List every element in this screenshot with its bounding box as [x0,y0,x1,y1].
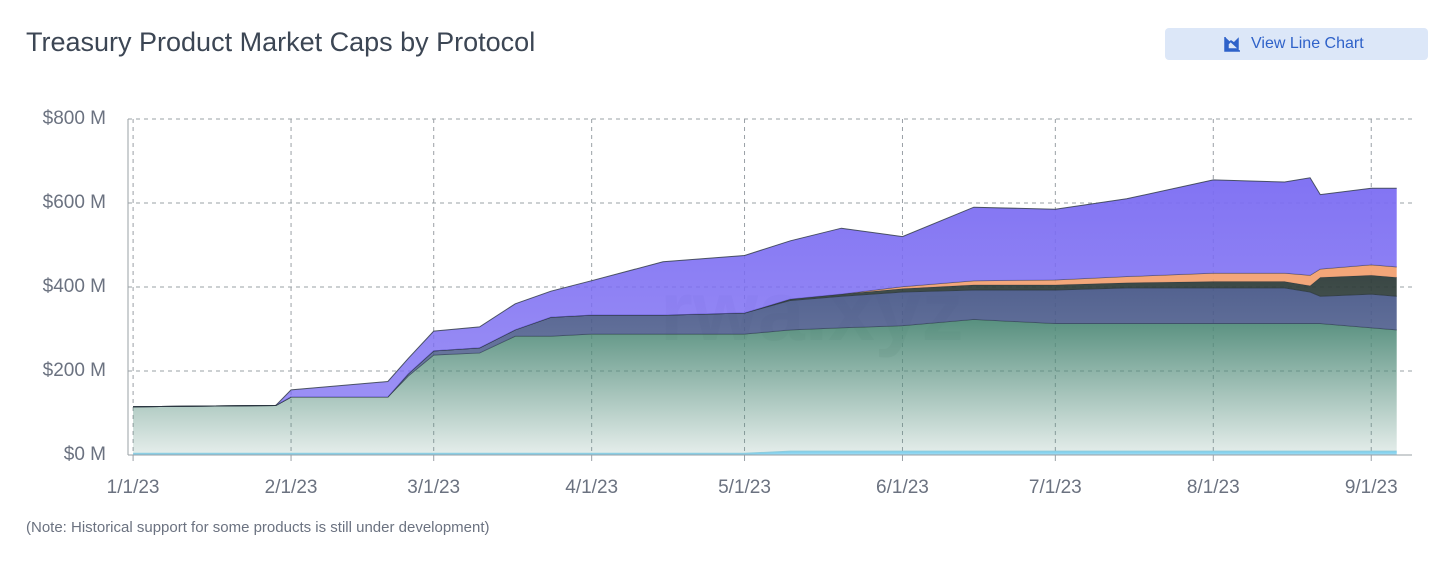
x-tick-label: 8/1/23 [1187,477,1240,498]
chart-title: Treasury Product Market Caps by Protocol [26,27,535,57]
y-tick-label: $200 M [43,360,106,381]
note: (Note: Historical support for some produ… [26,519,490,536]
x-tick-label: 3/1/23 [407,477,460,498]
x-tick-label: 4/1/23 [565,477,618,498]
area-edge [133,177,1397,408]
area [133,177,1397,407]
y-tick-label: $600 M [43,192,106,213]
y-tick-label: $800 M [43,108,106,129]
area [133,319,1397,454]
y-tick-label: $0 M [64,444,106,465]
view-line-chart-button[interactable]: View Line Chart [1165,28,1428,60]
x-tick-label: 7/1/23 [1029,477,1082,498]
x-tick-label: 5/1/23 [718,477,771,498]
x-tick-label: 2/1/23 [265,477,318,498]
button-label[interactable]: View Line Chart [1251,35,1364,52]
y-tick-label: $400 M [43,276,106,297]
button-icon[interactable] [1224,37,1240,52]
x-tick-label: 9/1/23 [1345,477,1398,498]
area [133,264,1397,407]
area [133,287,1397,407]
x-tick-label: 6/1/23 [876,477,929,498]
button-bg[interactable] [1165,28,1428,60]
x-tick-label: 1/1/23 [107,477,160,498]
